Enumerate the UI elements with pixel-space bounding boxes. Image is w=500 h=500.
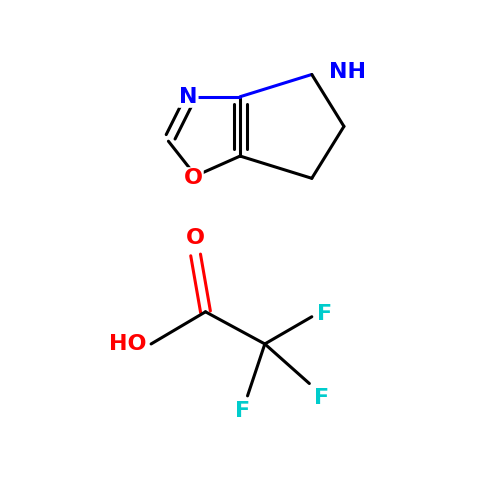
Text: O: O	[184, 168, 203, 188]
Text: F: F	[317, 304, 332, 324]
Text: F: F	[235, 401, 250, 421]
Text: N: N	[179, 86, 198, 106]
Text: O: O	[186, 228, 205, 248]
Text: F: F	[314, 388, 330, 408]
Text: HO: HO	[108, 334, 146, 354]
Text: NH: NH	[329, 62, 366, 82]
